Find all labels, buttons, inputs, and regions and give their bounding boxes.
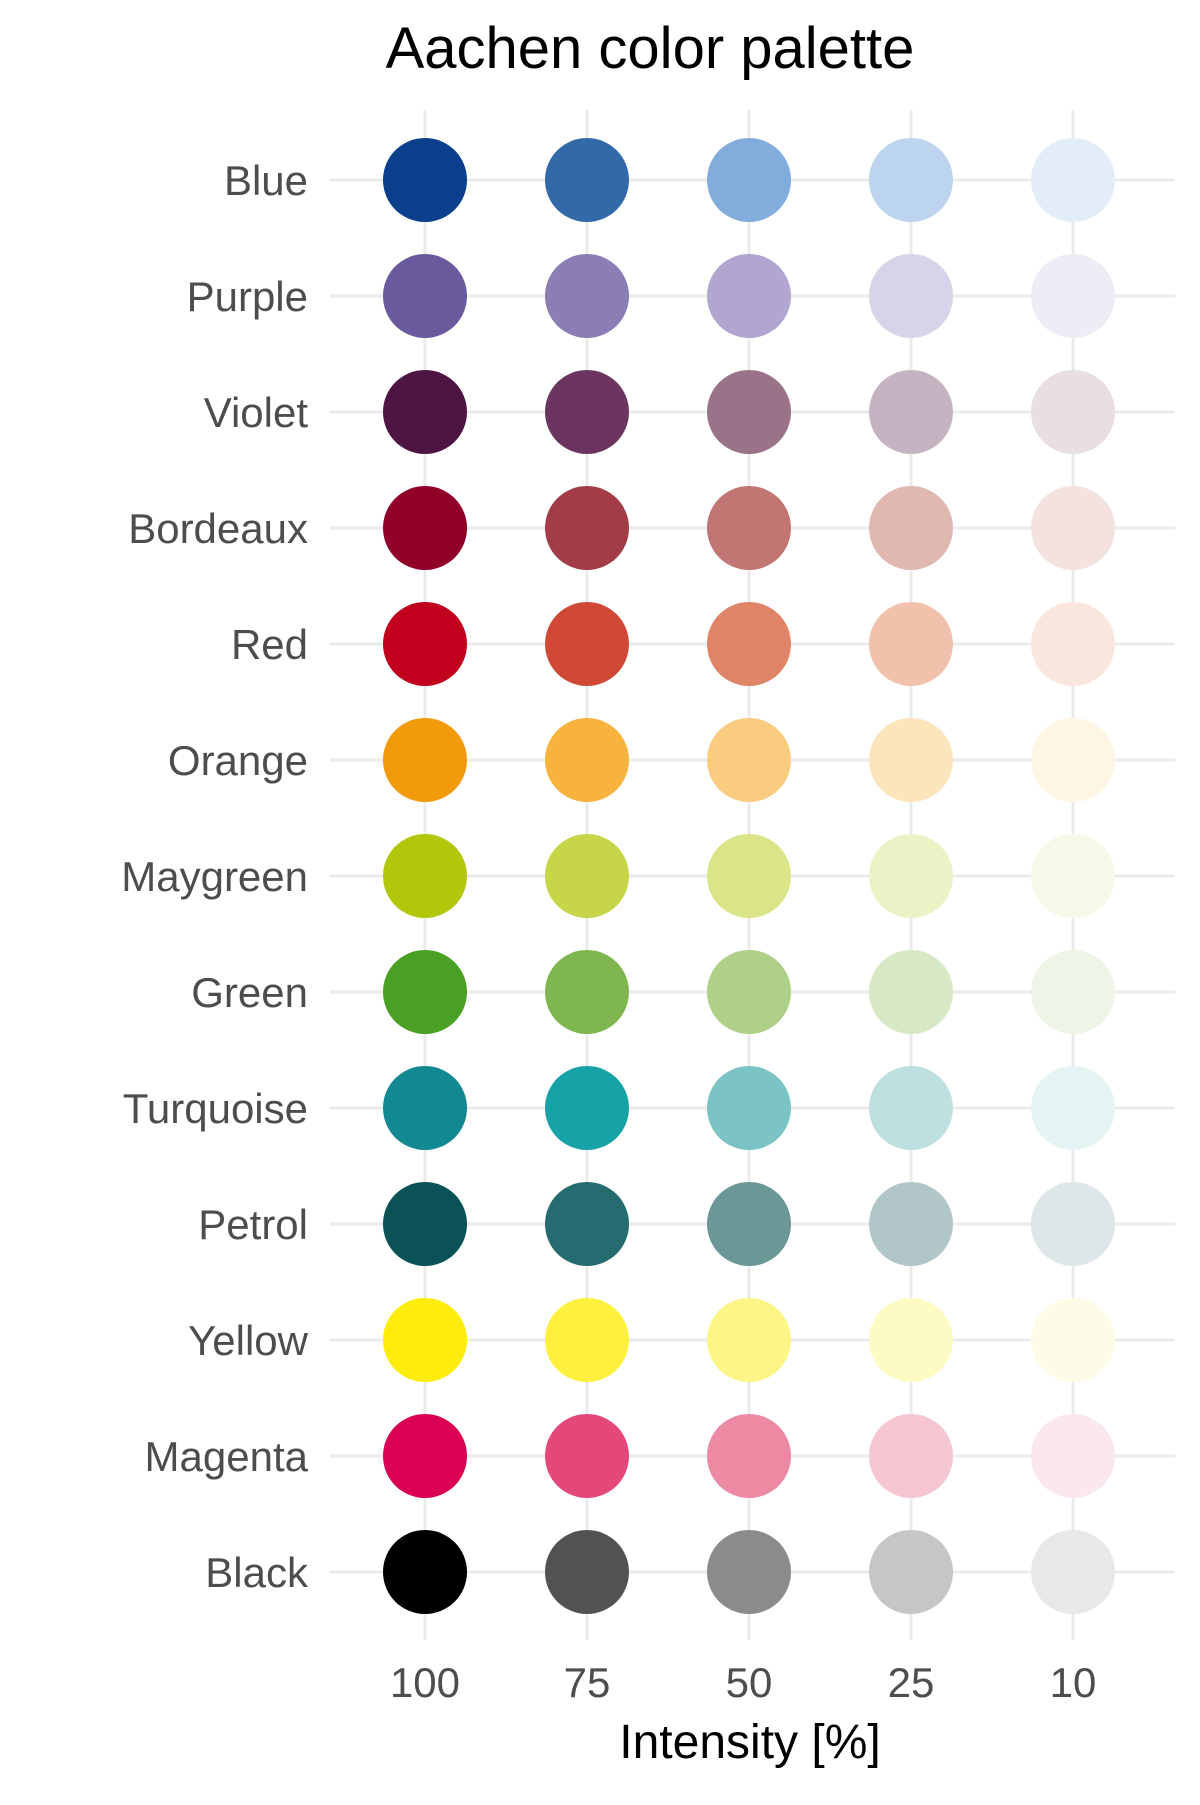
- data-point: [707, 254, 791, 338]
- data-point: [545, 602, 629, 686]
- x-axis-title: Intensity [%]: [619, 1716, 880, 1769]
- data-point: [1031, 254, 1115, 338]
- x-tick-label: 100: [390, 1659, 460, 1706]
- data-point: [869, 370, 953, 454]
- x-tick-label: 25: [888, 1659, 935, 1706]
- data-point: [1031, 138, 1115, 222]
- data-point: [545, 138, 629, 222]
- data-point: [869, 834, 953, 918]
- data-point: [383, 950, 467, 1034]
- x-tick-label: 10: [1050, 1659, 1097, 1706]
- data-point: [869, 950, 953, 1034]
- data-point: [1031, 1414, 1115, 1498]
- data-point: [869, 138, 953, 222]
- data-point: [1031, 950, 1115, 1034]
- data-point: [707, 486, 791, 570]
- data-point: [1031, 486, 1115, 570]
- data-point: [545, 834, 629, 918]
- y-tick-label: Petrol: [198, 1201, 308, 1248]
- data-point: [707, 1530, 791, 1614]
- y-tick-label: Purple: [187, 273, 308, 320]
- data-point: [1031, 1298, 1115, 1382]
- data-point: [869, 254, 953, 338]
- data-point: [1031, 370, 1115, 454]
- y-tick-label: Maygreen: [121, 853, 308, 900]
- y-tick-label: Magenta: [145, 1433, 309, 1480]
- data-point: [383, 1530, 467, 1614]
- data-point: [383, 1414, 467, 1498]
- data-point: [383, 1182, 467, 1266]
- y-axis-labels: Blue Purple Violet Bordeaux Red Orange Maygree…: [121, 157, 309, 1596]
- data-point: [383, 1298, 467, 1382]
- data-point: [545, 718, 629, 802]
- data-point: [545, 1530, 629, 1614]
- data-point: [383, 254, 467, 338]
- data-point: [707, 138, 791, 222]
- data-point: [707, 602, 791, 686]
- data-point: [545, 1182, 629, 1266]
- data-point: [1031, 1530, 1115, 1614]
- y-tick-label: Bordeaux: [128, 505, 308, 552]
- y-tick-label: Black: [205, 1549, 309, 1596]
- x-axis-labels: 100 75 50 25 10: [390, 1659, 1096, 1706]
- data-point: [545, 1414, 629, 1498]
- data-point: [707, 1182, 791, 1266]
- data-points: [383, 138, 1115, 1614]
- data-point: [545, 254, 629, 338]
- data-point: [1031, 834, 1115, 918]
- data-point: [869, 1066, 953, 1150]
- data-point: [707, 834, 791, 918]
- chart-title: Aachen color palette: [386, 16, 915, 81]
- data-point: [545, 486, 629, 570]
- data-point: [869, 1530, 953, 1614]
- data-point: [869, 602, 953, 686]
- data-point: [869, 1414, 953, 1498]
- y-tick-label: Orange: [168, 737, 308, 784]
- y-tick-label: Yellow: [188, 1317, 309, 1364]
- data-point: [383, 602, 467, 686]
- data-point: [707, 950, 791, 1034]
- data-point: [707, 718, 791, 802]
- y-tick-label: Turquoise: [123, 1085, 308, 1132]
- data-point: [1031, 602, 1115, 686]
- data-point: [707, 370, 791, 454]
- data-point: [383, 834, 467, 918]
- data-point: [869, 486, 953, 570]
- data-point: [545, 950, 629, 1034]
- data-point: [869, 718, 953, 802]
- data-point: [1031, 1182, 1115, 1266]
- data-point: [383, 1066, 467, 1150]
- data-point: [383, 138, 467, 222]
- y-tick-label: Blue: [224, 157, 308, 204]
- data-point: [1031, 1066, 1115, 1150]
- y-tick-label: Red: [231, 621, 308, 668]
- data-point: [545, 370, 629, 454]
- data-point: [1031, 718, 1115, 802]
- data-point: [707, 1298, 791, 1382]
- data-point: [545, 1298, 629, 1382]
- y-tick-label: Violet: [204, 389, 309, 436]
- data-point: [383, 370, 467, 454]
- data-point: [869, 1298, 953, 1382]
- data-point: [383, 718, 467, 802]
- data-point: [545, 1066, 629, 1150]
- x-tick-label: 50: [726, 1659, 773, 1706]
- data-point: [869, 1182, 953, 1266]
- data-point: [383, 486, 467, 570]
- x-tick-label: 75: [564, 1659, 611, 1706]
- y-tick-label: Green: [191, 969, 308, 1016]
- data-point: [707, 1414, 791, 1498]
- data-point: [707, 1066, 791, 1150]
